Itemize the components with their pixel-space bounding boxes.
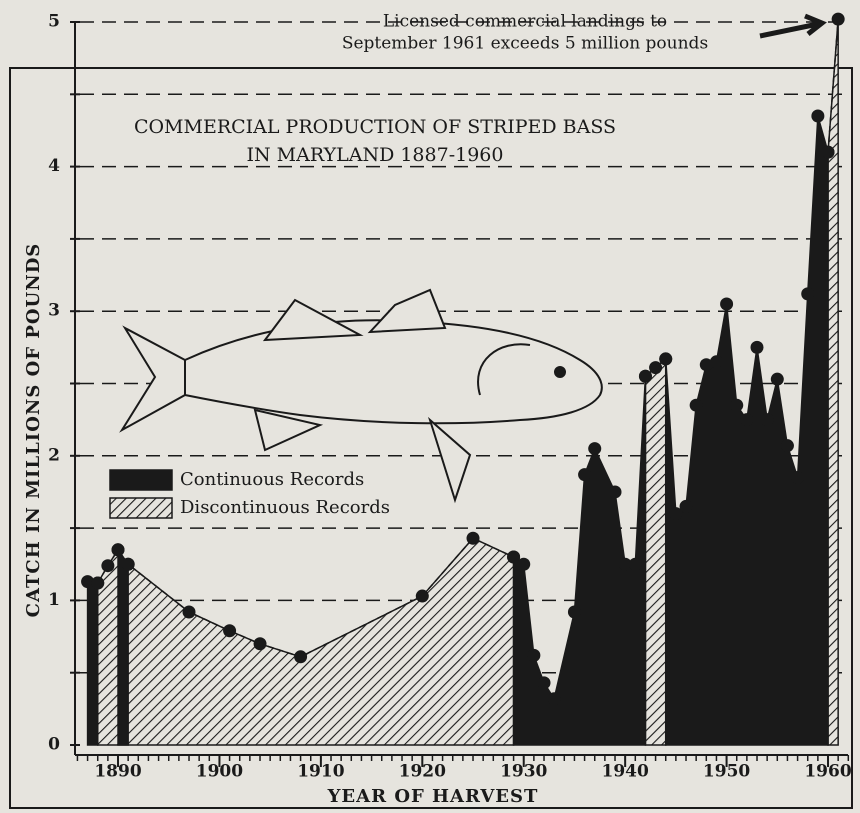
x-tick-label: 1890 (94, 762, 141, 782)
data-point (751, 341, 764, 354)
data-point (710, 355, 723, 368)
data-point (578, 468, 591, 481)
legend-label: Continuous Records (180, 469, 364, 490)
y-axis-label: CATCH IN MILLIONS OF POUNDS (23, 243, 44, 618)
data-point (659, 352, 672, 365)
data-point (791, 471, 804, 484)
data-point (740, 413, 753, 426)
x-tick-label: 1920 (399, 762, 446, 782)
data-point (254, 637, 267, 650)
data-point (811, 109, 824, 122)
data-point (730, 399, 743, 412)
data-point (680, 500, 693, 513)
data-point (832, 13, 845, 26)
area (88, 582, 98, 745)
y-tick-label: 2 (48, 445, 60, 465)
y-tick-label: 0 (48, 735, 60, 755)
annotation: Licensed commercial landings to (383, 12, 667, 32)
data-point (649, 361, 662, 374)
x-tick-label: 1910 (297, 762, 344, 782)
data-point (822, 146, 835, 159)
data-point (122, 558, 135, 571)
y-tick-label: 3 (48, 301, 60, 321)
y-tick-label: 5 (48, 12, 60, 32)
data-point (639, 370, 652, 383)
data-point (629, 558, 642, 571)
data-point (801, 287, 814, 300)
data-point (609, 485, 622, 498)
data-point (101, 559, 114, 572)
data-point (781, 439, 794, 452)
x-tick-label: 1960 (804, 762, 851, 782)
x-axis-label: YEAR OF HARVEST (327, 786, 539, 807)
data-point (467, 532, 480, 545)
data-point (223, 624, 236, 637)
area (645, 359, 665, 745)
legend-swatch (110, 498, 172, 518)
data-point (568, 605, 581, 618)
data-point (112, 543, 125, 556)
data-point (294, 650, 307, 663)
data-point (416, 590, 429, 603)
data-point (548, 692, 561, 705)
data-point (527, 649, 540, 662)
data-point (720, 297, 733, 310)
data-point (771, 373, 784, 386)
chart-title: COMMERCIAL PRODUCTION OF STRIPED BASS (134, 116, 616, 138)
x-tick-label: 1950 (703, 762, 750, 782)
legend-swatch (110, 470, 172, 490)
area (118, 550, 128, 745)
data-point (91, 577, 104, 590)
annotation: September 1961 exceeds 5 million pounds (342, 34, 708, 54)
data-point (517, 558, 530, 571)
chart-title: IN MARYLAND 1887-1960 (247, 144, 504, 166)
data-point (690, 399, 703, 412)
y-tick-label: 4 (48, 156, 60, 176)
chart: 0 1 2 3 4 5 1890 1900 1910 1920 1930 1940 1950 1960 C… (0, 0, 860, 813)
data-point (588, 442, 601, 455)
legend-label: Discontinuous Records (180, 497, 390, 518)
data-point (761, 413, 774, 426)
x-tick-label: 1900 (196, 762, 243, 782)
x-tick-label: 1930 (500, 762, 547, 782)
y-tick-label: 1 (48, 590, 60, 610)
data-point (538, 676, 551, 689)
x-tick-label: 1940 (601, 762, 648, 782)
data-point (183, 605, 196, 618)
